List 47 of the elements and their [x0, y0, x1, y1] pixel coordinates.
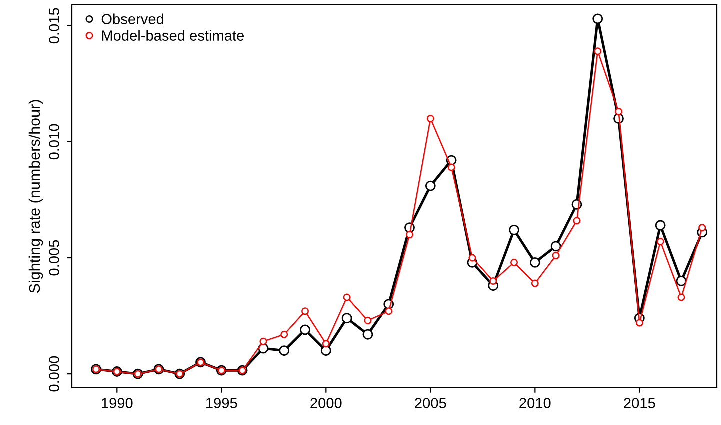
point	[406, 231, 414, 239]
y-tick-label: 0.015	[49, 8, 60, 44]
point	[448, 164, 456, 172]
legend-label: Model-based estimate	[102, 30, 244, 41]
point	[550, 241, 562, 252]
y-tick-label: 0.010	[49, 124, 60, 160]
point	[573, 217, 581, 225]
point	[260, 338, 268, 346]
point	[300, 324, 310, 336]
point	[426, 114, 434, 122]
point	[655, 220, 666, 231]
x-tick-label: 2005	[415, 398, 446, 408]
point	[322, 340, 330, 348]
point	[425, 180, 436, 192]
y-tick-label: 0.000	[49, 356, 60, 392]
point	[302, 308, 310, 316]
point	[615, 108, 623, 116]
point	[676, 276, 687, 286]
x-tick-label: 2000	[310, 398, 342, 408]
point	[510, 258, 518, 266]
point	[490, 277, 498, 285]
y-axis-title: Sighting rate (numbers/hour)	[28, 100, 44, 294]
point	[362, 329, 374, 340]
point	[364, 316, 372, 324]
point	[592, 14, 604, 24]
x-tick-label: 1995	[206, 398, 238, 408]
point	[279, 346, 290, 356]
point	[656, 238, 664, 246]
x-tick-label: 2015	[624, 398, 656, 408]
legend-label: Observed	[102, 14, 164, 24]
point	[678, 294, 686, 302]
point	[530, 257, 540, 268]
point	[468, 254, 476, 262]
point	[343, 294, 351, 302]
point	[280, 330, 288, 338]
point	[509, 224, 520, 236]
point	[698, 224, 706, 232]
y-tick-label: 0.005	[49, 240, 60, 276]
x-tick-label: 1990	[102, 398, 133, 408]
point	[594, 48, 602, 56]
x-tick-label: 2010	[520, 398, 551, 408]
point	[385, 308, 393, 316]
point	[320, 346, 332, 356]
point	[531, 280, 539, 288]
point	[636, 319, 644, 327]
point	[552, 252, 560, 260]
point	[342, 313, 352, 324]
